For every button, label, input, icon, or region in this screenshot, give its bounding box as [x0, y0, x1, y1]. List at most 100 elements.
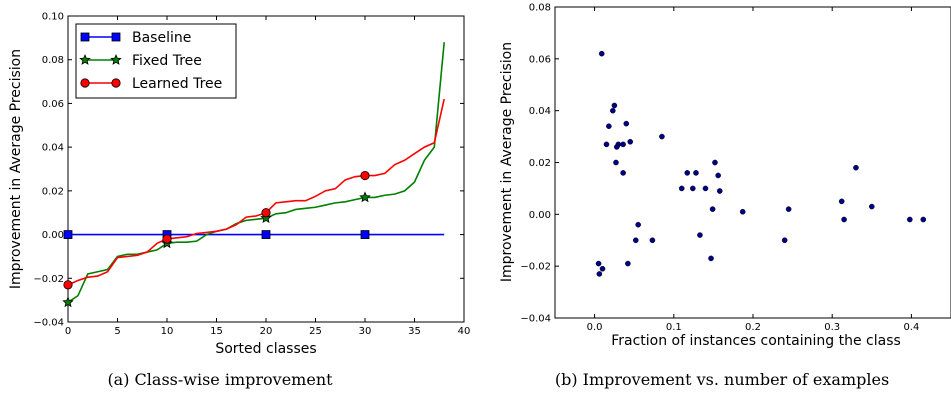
series-line-learned-tree — [67, 98, 445, 286]
x-tick-label: 25 — [309, 326, 322, 337]
x-tick-label: 10 — [161, 326, 174, 337]
scatter-point — [690, 185, 696, 192]
y-tick-label: 0.02 — [529, 158, 551, 169]
scatter-point — [920, 216, 927, 223]
x-tick-label: 35 — [408, 326, 421, 337]
scatter-point — [781, 237, 788, 244]
scatter-point — [739, 208, 746, 215]
marker-baseline — [360, 230, 370, 239]
scatter-point — [620, 170, 626, 176]
chart-a-legend: Baseline Fixed Tree Learned Tree — [75, 23, 237, 99]
chart-b-points — [595, 50, 927, 277]
scatter-point — [613, 159, 619, 166]
chart-a-caption: (a) Class-wise improvement — [107, 370, 333, 389]
scatter-point — [715, 172, 721, 179]
scatter-point — [693, 170, 699, 176]
chart-class-wise-improvement: 0 5 10 15 20 25 30 35 40 −0.04 −0.02 0.00 0.02 0.04 0.… — [8, 12, 470, 390]
y-tick-label: 0.08 — [529, 3, 551, 14]
y-tick-label: −0.02 — [33, 274, 64, 285]
x-tick-label: 30 — [359, 326, 372, 337]
scatter-point — [659, 133, 665, 140]
y-tick-label: 0.00 — [42, 230, 64, 241]
scatter-point — [623, 120, 630, 127]
y-tick-label: −0.04 — [520, 314, 551, 325]
scatter-point — [620, 141, 626, 148]
scatter-point — [596, 271, 603, 277]
scatter-point — [697, 232, 703, 238]
chart-a-ylabel: Improvement in Average Precision — [8, 49, 24, 289]
scatter-point — [841, 216, 847, 223]
legend-marker-fixed-tree — [79, 53, 91, 65]
x-tick-label: 0.4 — [903, 322, 919, 333]
scatter-point — [603, 141, 610, 148]
legend-label-learned-tree: Learned Tree — [132, 76, 222, 92]
scatter-point — [632, 237, 639, 244]
chart-a-series — [62, 42, 445, 308]
scatter-point — [599, 265, 606, 272]
x-tick-label: 20 — [260, 326, 273, 337]
marker-learned-tree — [63, 280, 73, 290]
legend-marker-learned-tree — [80, 78, 90, 88]
x-tick-label: 40 — [458, 326, 471, 337]
x-tick-label: 5 — [114, 326, 120, 337]
scatter-point — [598, 50, 605, 57]
scatter-point — [610, 107, 616, 114]
marker-baseline — [261, 230, 271, 239]
legend-marker-fixed-tree — [110, 53, 122, 65]
y-tick-label: −0.02 — [520, 262, 551, 273]
chart-a-xlabel: Sorted classes — [215, 341, 316, 357]
series-line-fixed-tree — [67, 42, 445, 303]
x-tick-label: 0 — [65, 326, 71, 337]
y-tick-label: 0.06 — [529, 54, 551, 65]
scatter-point — [853, 164, 859, 171]
marker-learned-tree — [162, 234, 172, 244]
marker-baseline — [63, 230, 73, 239]
y-tick-label: 0.10 — [42, 12, 64, 23]
scatter-point — [635, 221, 641, 228]
scatter-point — [611, 102, 618, 109]
marker-fixed-tree — [260, 212, 272, 224]
legend-label-fixed-tree: Fixed Tree — [132, 53, 202, 69]
y-tick-label: 0.02 — [42, 186, 64, 197]
x-tick-label: 0.3 — [824, 322, 840, 333]
marker-fixed-tree — [62, 296, 74, 308]
scatter-point — [678, 185, 685, 192]
chart-b-plot-area — [554, 6, 951, 319]
scatter-point — [625, 260, 631, 267]
scatter-point — [709, 206, 716, 212]
x-tick-label: 0.2 — [745, 322, 761, 333]
marker-learned-tree — [261, 208, 271, 218]
chart-b-caption: (b) Improvement vs. number of examples — [555, 370, 889, 389]
scatter-point — [649, 237, 656, 244]
scatter-point — [606, 123, 612, 130]
scatter-point — [907, 216, 913, 223]
chart-b-ticks: 0.0 0.1 0.2 0.3 0.4 −0.04 −0.02 0.00 0.02 0.04 0.0… — [520, 3, 919, 334]
scatter-point — [702, 185, 709, 192]
scatter-point — [869, 203, 875, 210]
y-tick-label: 0.04 — [42, 143, 64, 154]
legend-marker-learned-tree — [111, 78, 121, 88]
x-tick-label: 15 — [210, 326, 223, 337]
y-tick-label: −0.04 — [33, 318, 64, 329]
x-tick-label: 0.0 — [587, 322, 603, 333]
chart-improvement-vs-examples: 0.0 0.1 0.2 0.3 0.4 −0.04 −0.02 0.00 0.02 0.04 0.0… — [499, 3, 951, 389]
y-tick-label: 0.04 — [529, 106, 551, 117]
scatter-point — [712, 159, 718, 166]
y-tick-label: 0.00 — [529, 210, 551, 221]
chart-b-ylabel: Improvement in Average Precision — [499, 42, 515, 282]
scatter-point — [627, 138, 634, 145]
chart-b-xlabel: Fraction of instances containing the cla… — [611, 333, 901, 349]
y-tick-label: 0.06 — [42, 99, 64, 110]
chart-a-ticks: 0 5 10 15 20 25 30 35 40 −0.04 −0.02 0.00 0.02 0.04 0.… — [33, 12, 470, 338]
x-tick-label: 0.1 — [666, 322, 682, 333]
scatter-point — [613, 144, 620, 150]
marker-learned-tree — [360, 170, 370, 181]
legend-label-baseline: Baseline — [132, 30, 191, 46]
scatter-point — [785, 206, 792, 212]
scatter-point — [838, 198, 845, 205]
legend-marker-baseline — [111, 32, 121, 42]
scatter-point — [708, 255, 714, 262]
y-tick-label: 0.08 — [42, 55, 64, 66]
scatter-point — [716, 188, 723, 194]
